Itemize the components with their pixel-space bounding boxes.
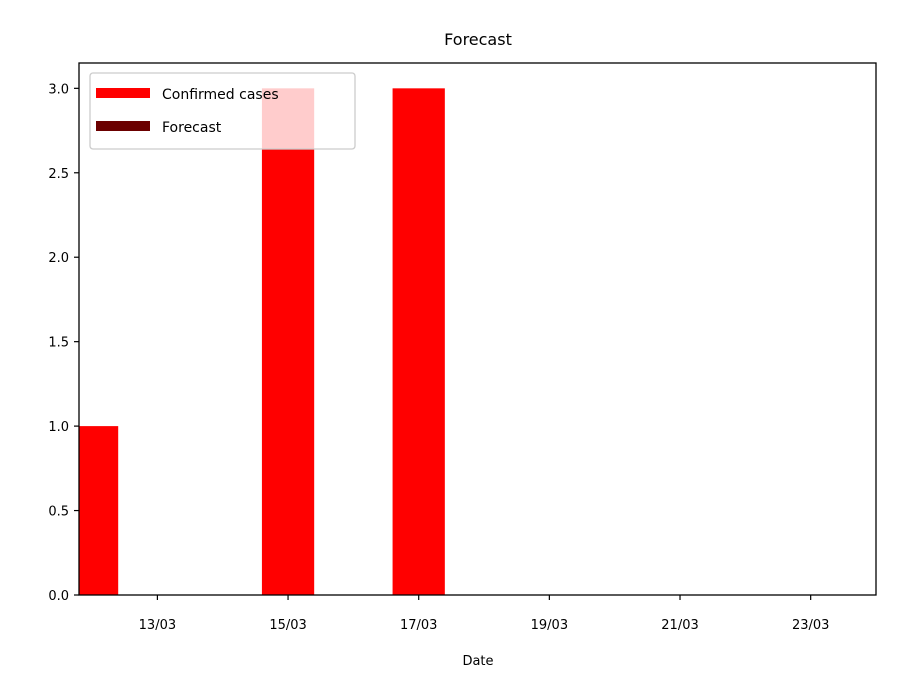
y-tick-label: 0.0 (48, 589, 69, 604)
x-tick-label: 15/03 (269, 618, 306, 633)
bar-15-03 (261, 88, 315, 595)
bar-17-03 (392, 88, 445, 595)
legend-label-forecast: Forecast (162, 120, 222, 136)
x-tick-label: 23/03 (792, 618, 829, 633)
y-tick-label: 0.5 (48, 505, 69, 520)
y-tick-label: 1.5 (48, 336, 69, 351)
chart-title: Forecast (444, 30, 512, 49)
legend-label-confirmed: Confirmed cases (162, 87, 279, 103)
bar-12-03 (79, 426, 119, 595)
y-tick-label: 2.5 (48, 167, 69, 182)
x-tick-label: 21/03 (661, 618, 698, 633)
legend: Confirmed cases Forecast (89, 72, 356, 150)
y-tick-label: 1.0 (48, 420, 69, 435)
x-axis-ticks: 13/03 15/03 17/03 19/03 21/03 23/03 (139, 595, 829, 633)
x-tick-label: 17/03 (400, 618, 437, 633)
plot-frame (78, 62, 877, 596)
legend-swatch-forecast (96, 121, 150, 131)
y-tick-label: 3.0 (48, 82, 69, 97)
bars-group (79, 88, 445, 595)
legend-swatch-confirmed (96, 88, 150, 98)
x-tick-label: 19/03 (531, 618, 568, 633)
legend-box (89, 72, 356, 150)
y-axis-ticks: 0.0 0.5 1.0 1.5 2.0 2.5 3.0 (48, 82, 79, 604)
y-tick-label: 2.0 (48, 251, 69, 266)
x-tick-label: 13/03 (139, 618, 176, 633)
x-axis-label: Date (462, 654, 493, 669)
